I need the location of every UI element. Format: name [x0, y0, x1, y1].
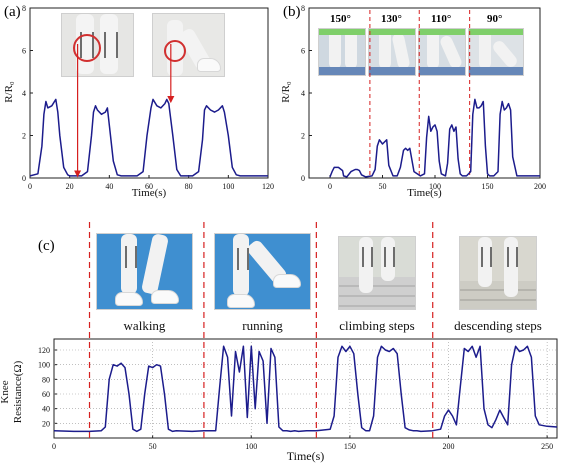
x-tick-label-c: 50 — [149, 442, 157, 451]
x-tick-label-c: 100 — [245, 442, 257, 451]
y-tick-label-a: 4 — [22, 89, 26, 98]
x-tick-label-a: 60 — [145, 182, 153, 191]
photo-c-descending — [459, 236, 537, 310]
angle-label-110: 110° — [431, 13, 452, 25]
y-tick-label-c: 100 — [38, 361, 50, 370]
y-tick-label-b: 2 — [301, 132, 305, 141]
y-tick-label-a: 2 — [22, 132, 26, 141]
activity-label-walking: walking — [123, 318, 166, 333]
angle-label-150: 150° — [330, 13, 351, 25]
x-tick-label-a: 80 — [185, 182, 193, 191]
photo-b-130 — [368, 28, 416, 76]
photo-c-running — [214, 233, 311, 310]
photo-b-90 — [468, 28, 524, 76]
angle-label-130: 130° — [381, 13, 402, 25]
panel-a-label: (a) — [4, 4, 21, 20]
angle-label-90: 90° — [487, 13, 503, 25]
y-tick-label-c: 20 — [42, 419, 50, 428]
x-tick-label-c: 200 — [443, 442, 455, 451]
y-axis-label-c-line2: Resistance(Ω) — [12, 360, 24, 423]
x-tick-label-b: 50 — [379, 182, 387, 191]
y-tick-label-c: 80 — [42, 375, 50, 384]
photo-a-bent — [152, 13, 225, 77]
plot-frame-b — [308, 7, 541, 179]
y-tick-label-b: 4 — [301, 89, 305, 98]
activity-label-running: running — [242, 318, 283, 333]
x-tick-label-b: 100 — [429, 182, 441, 191]
photo-c-climbing — [338, 236, 416, 310]
y-axis-label-a: R/R₀ — [3, 81, 15, 103]
photo-a-standing — [61, 13, 134, 77]
x-axis-label-b: Time(s) — [407, 187, 442, 199]
y-tick-label-b: 6 — [301, 47, 305, 56]
y-tick-label-c: 40 — [42, 405, 50, 414]
x-tick-label-a: 0 — [28, 182, 32, 191]
y-tick-label-b: 8 — [301, 4, 305, 13]
y-axis-label-b: R/R₀ — [280, 81, 292, 103]
x-tick-label-c: 250 — [541, 442, 553, 451]
photo-c-walking — [96, 233, 193, 310]
y-axis-label-c-line1: Knee — [0, 380, 11, 403]
series-line-b — [329, 98, 540, 178]
panel-c-label: (c) — [38, 238, 55, 254]
y-tick-label-a: 6 — [22, 47, 26, 56]
x-tick-label-a: 100 — [222, 182, 234, 191]
photo-b-110 — [418, 28, 466, 76]
plot-frame-a — [29, 7, 269, 179]
y-tick-label-a: 0 — [22, 174, 26, 183]
y-tick-label-b: 0 — [301, 174, 305, 183]
activity-label-descending: descending steps — [454, 318, 542, 333]
x-tick-label-a: 120 — [262, 182, 274, 191]
x-tick-label-b: 0 — [328, 182, 332, 191]
x-tick-label-b: 200 — [534, 182, 546, 191]
series-line-a — [29, 98, 268, 177]
y-tick-label-c: 60 — [42, 390, 50, 399]
x-axis-label-c: Time(s) — [287, 449, 325, 463]
x-tick-label-b: 150 — [482, 182, 494, 191]
x-tick-label-a: 20 — [66, 182, 74, 191]
x-tick-label-c: 150 — [344, 442, 356, 451]
x-tick-label-c: 0 — [52, 442, 56, 451]
x-tick-label-a: 40 — [105, 182, 113, 191]
y-tick-label-c: 120 — [38, 346, 50, 355]
plot-frame-c — [53, 338, 558, 439]
photo-b-150 — [318, 28, 366, 76]
activity-label-climbing: climbing steps — [339, 318, 415, 333]
y-tick-label-a: 8 — [22, 4, 26, 13]
series-line-c — [53, 345, 558, 433]
x-axis-label-a: Time(s) — [132, 187, 167, 199]
panel-b-label: (b) — [283, 4, 301, 20]
